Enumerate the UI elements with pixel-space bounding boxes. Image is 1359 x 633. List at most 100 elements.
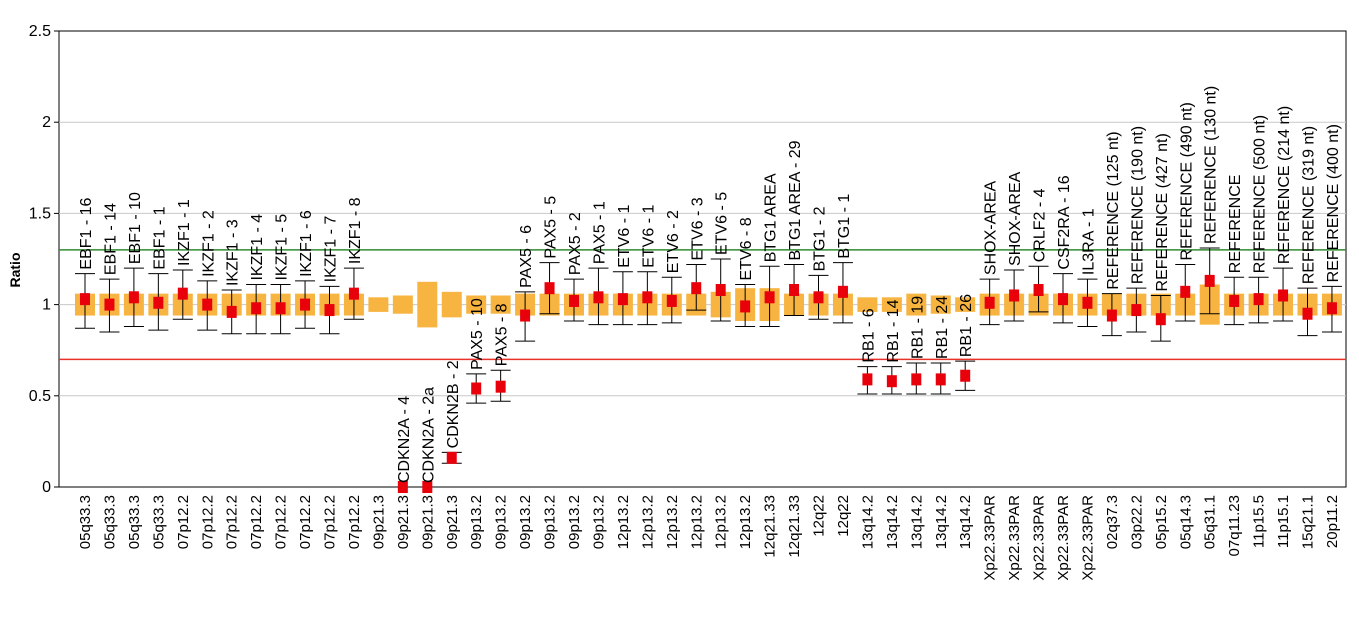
- threshold-layer: [59, 249, 1346, 361]
- locus-label: 13q14.2: [933, 495, 950, 549]
- ratio-point: [104, 298, 115, 311]
- locus-label: Xp22.33PAR: [1055, 495, 1072, 581]
- locus-label: 07p12.2: [297, 495, 314, 549]
- variability-box: [417, 281, 438, 328]
- probe-label: BTG1 AREA: [763, 173, 780, 262]
- ratio-point: [1131, 304, 1142, 317]
- ratio-point: [1106, 309, 1117, 322]
- locus-label: 09p21.3: [419, 495, 436, 549]
- probe-label: SHOX-AREA: [983, 180, 1000, 275]
- ratio-point: [1033, 284, 1044, 297]
- ratio-point: [1278, 289, 1289, 302]
- probe-label: REFERENCE (427 nt): [1154, 133, 1171, 291]
- ratio-point: [300, 298, 311, 311]
- probe-label: IKZF1 - 3: [225, 219, 242, 286]
- probe-label: BTG1 - 1: [836, 194, 853, 259]
- probe-label: BTG1 - 2: [812, 206, 829, 271]
- probe-label: PAX5 - 5: [543, 196, 560, 259]
- locus-label: 07p12.2: [224, 495, 241, 549]
- locus-label: 09p13.2: [468, 495, 485, 549]
- y-tick-label: 1: [42, 297, 51, 314]
- locus-label: 09p21.3: [370, 495, 387, 549]
- ratio-point: [593, 291, 604, 304]
- probe-label: PAX5 - 1: [591, 201, 608, 264]
- locus-label: 12p13.2: [737, 495, 754, 549]
- probe-label: PAX5 - 8: [494, 303, 511, 366]
- variability-box: [392, 295, 413, 314]
- probe-label: ETV6 - 3: [689, 197, 706, 260]
- probe-label: ETV6 - 8: [738, 217, 755, 280]
- probe-label: IKZF1 - 5: [274, 214, 291, 281]
- probe-label: EBF1 - 1: [151, 206, 168, 269]
- locus-label: 15q21.1: [1300, 495, 1317, 549]
- y-tick-label: 2: [42, 114, 51, 131]
- ratio-point: [80, 293, 90, 306]
- probe-label: EBF1 - 16: [78, 197, 95, 269]
- variability-box: [857, 297, 878, 312]
- probe-label: CDKN2A - 4: [396, 396, 413, 483]
- locus-label: 07q11.23: [1226, 495, 1243, 556]
- locus-label: 09p13.2: [590, 495, 607, 549]
- ratio-point: [446, 451, 457, 464]
- probe-label: ETV6 - 5: [714, 192, 731, 255]
- ratio-point: [740, 300, 751, 313]
- ratio-point: [1253, 293, 1264, 306]
- locus-label: 05q33.3: [126, 495, 143, 549]
- probe-label: REFERENCE (319 nt): [1301, 126, 1318, 284]
- locus-label: 12p13.2: [713, 495, 730, 549]
- ratio-point: [202, 298, 213, 311]
- ratio-point: [177, 287, 188, 300]
- variability-box: [368, 297, 389, 312]
- probe-label: SHOX-AREA: [1007, 171, 1024, 266]
- ratio-point: [1326, 302, 1337, 315]
- y-tick-label: 0: [42, 479, 51, 496]
- probe-label: REFERENCE (190 nt): [1129, 126, 1146, 284]
- ratio-point: [764, 291, 775, 304]
- ratio-point: [1229, 294, 1240, 307]
- variability-box: [881, 297, 902, 312]
- ratio-point: [935, 373, 946, 386]
- y-tick-label: 1.5: [29, 205, 51, 222]
- locus-label: 13q14.2: [859, 495, 876, 549]
- ratio-point: [642, 291, 653, 304]
- locus-label: 05q31.1: [1202, 495, 1219, 549]
- locus-label: Xp22.33PAR: [982, 495, 999, 581]
- variability-box: [955, 297, 976, 312]
- probe-label: PAX5 - 2: [567, 212, 584, 275]
- locus-label: 05p15.2: [1153, 495, 1170, 549]
- probe-label-layer: EBF1 - 16 EBF1 - 14 EBF1 - 10 EBF1 - 1 IKZF1…: [78, 86, 1342, 483]
- probe-label: REFERENCE (490 nt): [1178, 102, 1195, 260]
- locus-label: 09p21.3: [444, 495, 461, 549]
- locus-label: Xp22.33PAR: [1031, 495, 1048, 581]
- ratio-point: [1082, 296, 1093, 309]
- ratio-point: [471, 382, 482, 395]
- locus-label: 07p12.2: [346, 495, 363, 549]
- y-tick-label: 2.5: [29, 23, 51, 40]
- ratio-point: [715, 284, 726, 297]
- ratio-point: [691, 282, 702, 295]
- locus-label: 07p12.2: [199, 495, 216, 549]
- ratio-point: [495, 380, 506, 393]
- ratio-point: [789, 284, 800, 297]
- locus-label: Xp22.33PAR: [1006, 495, 1023, 581]
- variability-box: [441, 291, 462, 318]
- probe-label: RB1 - 6: [860, 308, 877, 362]
- ratio-point: [666, 294, 677, 307]
- probe-label: BTG1 AREA - 29: [787, 140, 804, 260]
- ratio-point: [520, 309, 531, 322]
- probe-label: RB1 - 19: [909, 296, 926, 359]
- locus-label: 07p12.2: [322, 495, 339, 549]
- ratio-point: [251, 302, 262, 315]
- probe-label: RB1 - 24: [934, 296, 951, 359]
- ratio-point: [911, 373, 922, 386]
- probe-label: ETV6 - 2: [665, 210, 682, 273]
- locus-label: 07p12.2: [175, 495, 192, 549]
- ratio-point: [984, 296, 995, 309]
- locus-label: 12p13.2: [688, 495, 705, 549]
- category-label-layer: 05q33.3 05q33.3 05q33.3 05q33.3 07p12.2 07p12…: [77, 495, 1341, 581]
- locus-label: Xp22.33PAR: [1079, 495, 1096, 581]
- ratio-point: [226, 305, 237, 318]
- variability-box: [466, 295, 487, 314]
- probe-label: EBF1 - 10: [127, 192, 144, 264]
